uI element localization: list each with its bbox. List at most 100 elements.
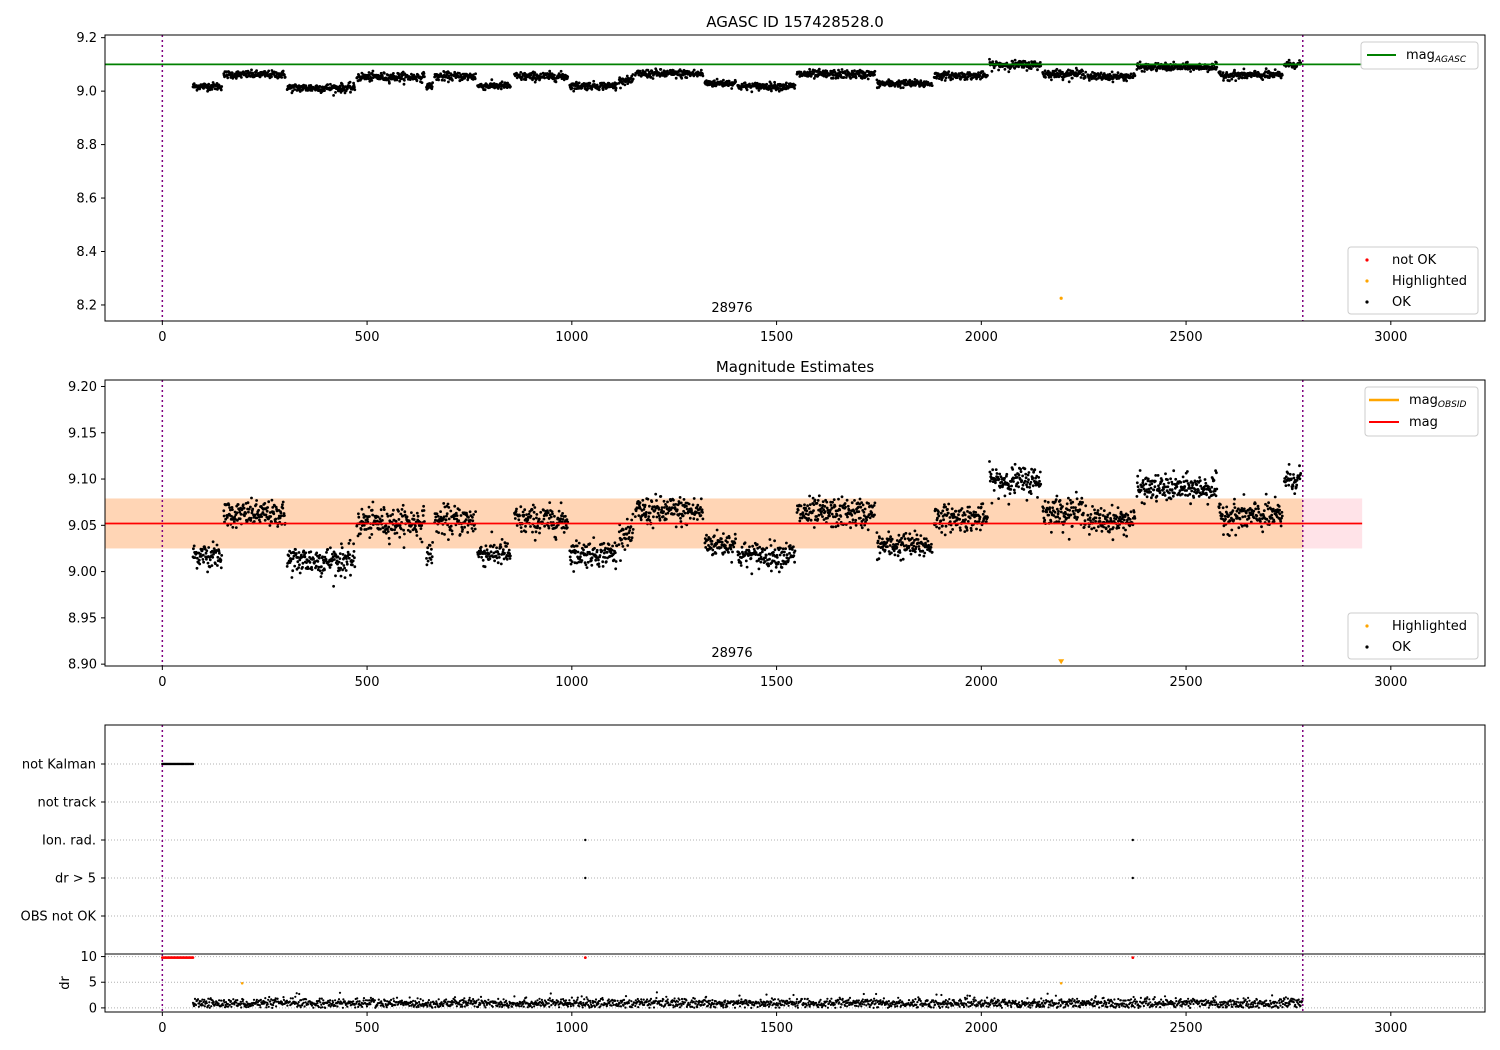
- ok-point: [601, 88, 605, 91]
- ok-point: [965, 526, 969, 530]
- ok-point: [323, 89, 326, 92]
- ok-point: [675, 508, 679, 512]
- ok-point: [817, 513, 821, 517]
- ok-point: [297, 566, 300, 569]
- ok-point: [265, 509, 269, 513]
- x-tick-label: 3000: [1374, 330, 1407, 345]
- ok-point: [672, 498, 675, 502]
- ok-point: [844, 76, 848, 79]
- ok-point: [529, 76, 532, 80]
- ok-point: [889, 535, 892, 539]
- ok-point: [538, 531, 541, 535]
- ok-point: [521, 510, 525, 514]
- ok-point: [351, 563, 354, 567]
- ok-point: [231, 508, 234, 511]
- ok-point: [788, 551, 791, 555]
- ok-point: [798, 519, 802, 523]
- ok-point: [621, 528, 625, 532]
- ok-point: [949, 530, 953, 534]
- ok-point: [197, 558, 201, 562]
- ok-point: [1043, 69, 1047, 73]
- ok-point: [761, 550, 764, 554]
- ok-point: [319, 575, 323, 578]
- ok-point: [1074, 506, 1077, 509]
- ok-point: [777, 87, 780, 90]
- ok-point: [850, 69, 854, 73]
- ok-point: [944, 505, 947, 509]
- ok-point: [658, 74, 662, 78]
- ok-point: [1025, 69, 1029, 72]
- ok-point: [699, 514, 703, 517]
- ok-point: [439, 510, 442, 513]
- ok-point: [440, 532, 444, 535]
- ok-point: [403, 78, 406, 82]
- ok-point: [631, 77, 635, 81]
- ok-point: [851, 74, 855, 78]
- ok-point: [1038, 61, 1042, 64]
- ok-point: [324, 558, 328, 561]
- ok-point: [353, 556, 356, 560]
- ok-point: [520, 78, 523, 81]
- ok-point: [714, 552, 718, 555]
- ok-point: [466, 78, 470, 82]
- ok-point: [1084, 70, 1088, 74]
- ok-point: [395, 78, 399, 82]
- ok-point: [799, 504, 803, 508]
- ok-point: [785, 553, 789, 557]
- ok-point: [371, 69, 375, 73]
- agasc-obsid-label: 28976: [711, 301, 752, 316]
- ok-point: [1023, 467, 1027, 471]
- ok-point: [546, 511, 550, 514]
- y-tick-label: 8.8: [76, 138, 97, 153]
- ok-point: [421, 514, 425, 517]
- ok-point: [807, 507, 811, 510]
- ok-point: [392, 508, 395, 512]
- ok-point: [1287, 58, 1291, 62]
- ok-point: [207, 82, 211, 86]
- ok-point: [192, 547, 195, 551]
- ok-point: [499, 87, 503, 91]
- ok-point: [290, 576, 294, 579]
- ok-point: [403, 532, 406, 536]
- ok-point: [699, 506, 702, 509]
- ok-point: [529, 525, 532, 528]
- ok-point: [872, 504, 876, 507]
- ok-point: [937, 514, 941, 518]
- ok-point: [994, 481, 997, 485]
- ok-point: [443, 79, 446, 82]
- ok-point: [244, 512, 248, 515]
- ok-point: [734, 537, 737, 541]
- ok-point: [222, 509, 226, 513]
- ok-point: [283, 75, 287, 79]
- ok-point: [858, 497, 862, 501]
- ok-point: [1017, 485, 1020, 489]
- ok-point: [838, 508, 842, 512]
- ok-point: [370, 533, 374, 536]
- ok-point: [320, 565, 323, 569]
- ok-point: [710, 539, 714, 543]
- ok-point: [1116, 71, 1120, 75]
- ok-point: [970, 529, 973, 532]
- ok-point: [825, 500, 829, 504]
- ok-point: [588, 542, 592, 546]
- ok-point: [674, 525, 678, 529]
- ok-point: [1013, 491, 1017, 495]
- ok-point: [590, 87, 594, 91]
- ok-point: [296, 556, 300, 559]
- ok-point: [866, 77, 870, 81]
- ok-point: [859, 505, 863, 509]
- ok-point: [215, 543, 219, 547]
- ok-point: [520, 76, 524, 79]
- ok-point: [641, 498, 645, 502]
- ok-point: [192, 544, 196, 548]
- ok-point: [495, 546, 498, 550]
- ok-point: [1017, 65, 1020, 69]
- ok-point: [860, 526, 864, 530]
- ok-point: [543, 76, 546, 80]
- ok-point: [564, 514, 567, 518]
- ok-point: [473, 77, 477, 81]
- ok-point: [508, 557, 512, 560]
- ok-point: [793, 549, 797, 553]
- ok-point: [908, 549, 912, 553]
- ok-point: [900, 536, 903, 540]
